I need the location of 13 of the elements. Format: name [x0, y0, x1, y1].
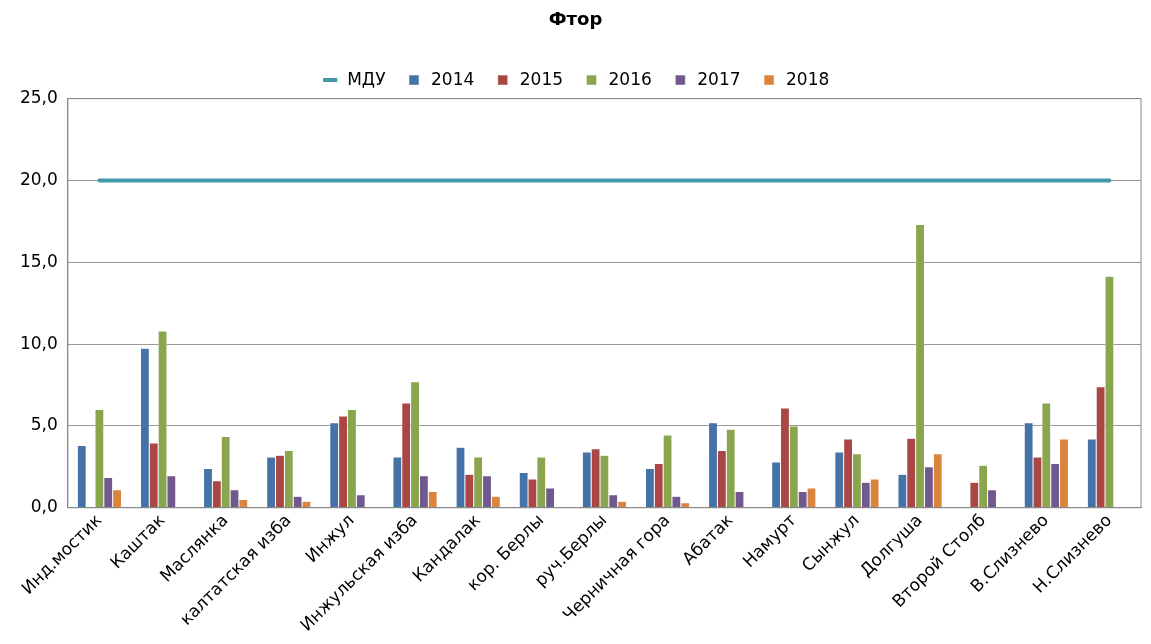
y-tick-label: 0,0	[30, 496, 58, 517]
y-tick-label: 20,0	[19, 168, 58, 189]
legend-label: 2018	[786, 68, 830, 89]
y-tick-label: 5,0	[30, 414, 58, 435]
y-tick-label: 10,0	[19, 332, 58, 353]
legend-label: 2015	[519, 68, 564, 89]
legend-label: 2017	[697, 68, 741, 89]
y-tick-label: 25,0	[19, 87, 58, 108]
chart-title: Фтор	[548, 8, 603, 30]
y-tick-label: 15,0	[19, 250, 58, 271]
legend-label: 2016	[608, 68, 652, 89]
legend-label: МДУ	[347, 68, 387, 89]
legend-label: 2014	[430, 68, 475, 89]
